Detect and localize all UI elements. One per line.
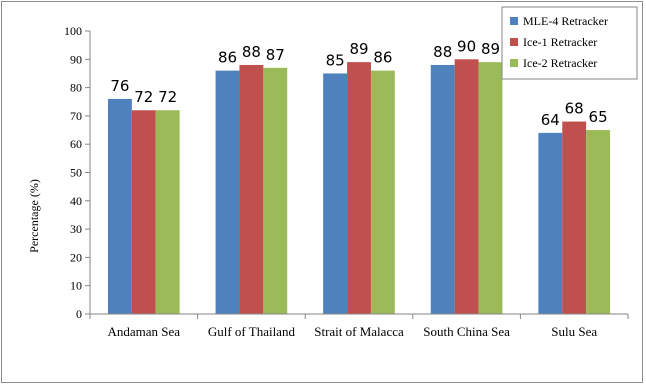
- y-tick-label: 0: [76, 307, 82, 321]
- y-tick-label: 20: [70, 250, 82, 264]
- bar: [478, 62, 503, 314]
- legend-entry: MLE-4 Retracker: [523, 14, 608, 28]
- legend: MLE-4 Retracker Ice-1 Retracker Ice-2 Retr…: [501, 6, 638, 80]
- bar: [347, 62, 371, 314]
- data-label: 86: [218, 49, 237, 67]
- bar: [454, 59, 479, 314]
- y-tick-label: 30: [70, 222, 82, 236]
- x-tick-label: Strait of Malacca: [314, 324, 404, 339]
- y-tick-label: 10: [70, 279, 82, 293]
- y-tick-label: 70: [70, 109, 82, 123]
- bar: [239, 64, 264, 315]
- data-label: 89: [349, 40, 368, 58]
- x-tick-label: Gulf of Thailand: [208, 324, 296, 339]
- data-label: 89: [481, 40, 500, 58]
- bar: [430, 64, 455, 315]
- data-label: 86: [373, 49, 392, 67]
- bars: 76 86 85 88 64 72 88 89 90 68 72 87 86 89 65: [107, 37, 611, 315]
- x-tick-label: Andaman Sea: [108, 324, 181, 339]
- y-axis-label: Percentage (%): [27, 179, 41, 253]
- bar: [107, 98, 132, 314]
- data-label: 90: [457, 37, 476, 55]
- data-label: 65: [589, 108, 608, 126]
- y-axis: 0 10 20 30 40 50 60 70 80 90 100: [64, 24, 91, 321]
- bar: [538, 132, 563, 314]
- bar: [562, 121, 587, 314]
- y-tick-label: 50: [70, 166, 82, 180]
- legend-swatch: [510, 38, 518, 46]
- x-tick-label: South China Sea: [423, 324, 510, 339]
- bar: [323, 73, 348, 314]
- bar: [370, 70, 395, 315]
- legend-swatch: [510, 17, 518, 25]
- data-label: 88: [242, 43, 261, 61]
- data-label: 88: [433, 43, 452, 61]
- legend-entry: Ice-1 Retracker: [523, 35, 597, 49]
- data-label: 87: [266, 46, 285, 64]
- data-label: 85: [326, 51, 345, 69]
- data-label: 64: [541, 111, 560, 129]
- legend-entry: Ice-2 Retracker: [523, 56, 597, 70]
- y-tick-label: 60: [70, 137, 82, 151]
- y-tick-label: 100: [64, 24, 82, 38]
- bar: [131, 110, 156, 315]
- bar: [586, 130, 611, 314]
- legend-box: [501, 6, 638, 80]
- legend-swatch: [510, 59, 518, 67]
- y-tick-label: 80: [70, 81, 82, 95]
- bar: [263, 67, 288, 314]
- y-tick-label: 90: [70, 52, 82, 66]
- data-label: 72: [134, 88, 153, 106]
- data-label: 68: [565, 100, 584, 118]
- bar: [215, 70, 240, 315]
- data-label: 72: [158, 88, 177, 106]
- bar: [155, 110, 180, 315]
- y-tick-label: 40: [70, 194, 82, 208]
- x-tick-label: Sulu Sea: [551, 324, 597, 339]
- x-axis: Andaman Sea Gulf of Thailand Strait of Mal…: [89, 313, 629, 339]
- data-label: 76: [110, 77, 129, 95]
